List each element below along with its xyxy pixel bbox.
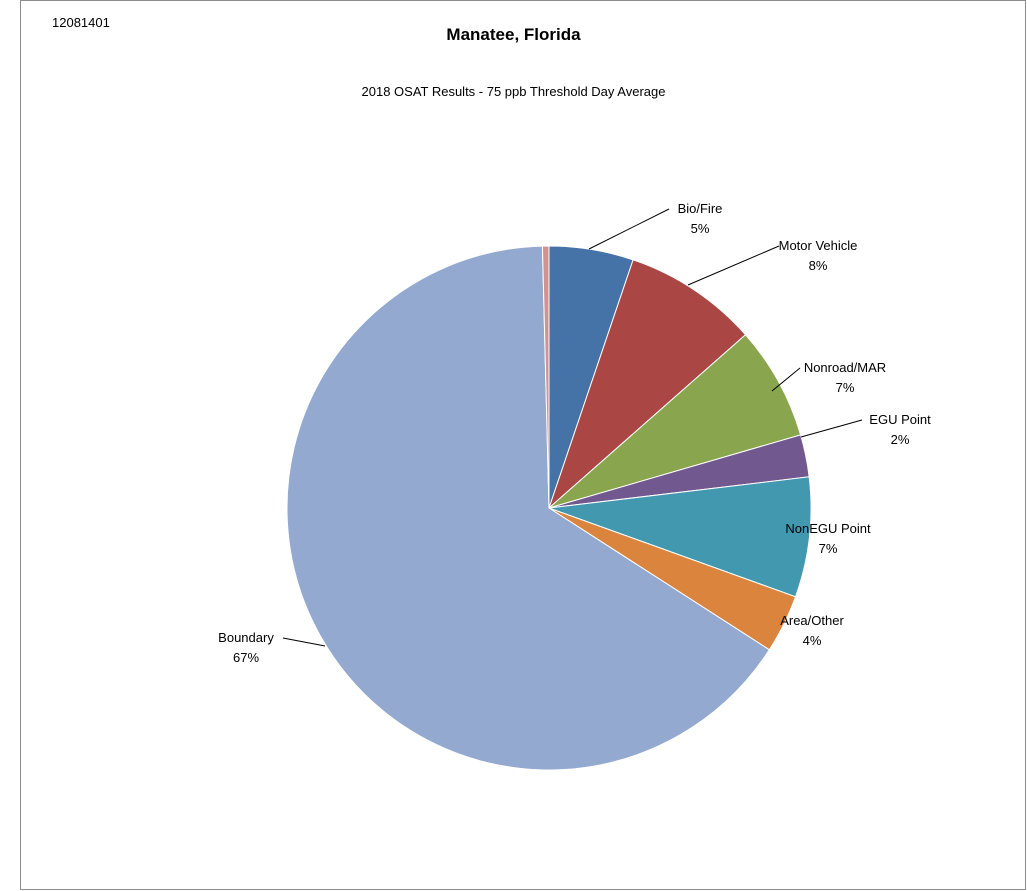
slice-name-label: NonEGU Point: [785, 521, 871, 536]
slice-percent-label: 7%: [836, 380, 855, 395]
slice-name-label: Motor Vehicle: [779, 238, 858, 253]
pie-slice-nonegu-point: [548, 476, 812, 598]
pie-slices: [286, 245, 812, 771]
slice-name-label: Boundary: [218, 630, 274, 645]
pie-slice-boundary: [286, 245, 771, 771]
slice-percent-label: 67%: [233, 650, 259, 665]
chart-title: Manatee, Florida: [446, 25, 581, 44]
slice-labels: Bio/Fire 5% Motor Vehicle 8% Nonroad/MAR 7% EG…: [218, 201, 931, 665]
slice-percent-label: 4%: [803, 633, 822, 648]
leader-line: [771, 367, 801, 392]
leader-line: [800, 419, 863, 438]
slice-name-label: EGU Point: [869, 412, 931, 427]
slice-percent-label: 8%: [809, 258, 828, 273]
slice-name-label: Bio/Fire: [678, 201, 723, 216]
slice-name-label: Area/Other: [780, 613, 844, 628]
site-id-label: 12081401: [52, 15, 110, 30]
chart-frame: [20, 0, 1026, 890]
pie-slice-nonroad-mar: [548, 334, 802, 509]
pie-slice-unlabeled: [541, 245, 550, 509]
chart-subtitle: 2018 OSAT Results - 75 ppb Threshold Day…: [361, 84, 666, 99]
pie-slice-motor-vehicle: [547, 259, 747, 510]
leader-line: [588, 208, 670, 250]
slice-percent-label: 2%: [891, 432, 910, 447]
leader-line: [687, 245, 780, 286]
slice-percent-label: 7%: [819, 541, 838, 556]
slice-name-label: Nonroad/MAR: [804, 360, 886, 375]
leader-lines: [282, 208, 863, 647]
slice-percent-label: 5%: [691, 221, 710, 236]
leader-line: [282, 637, 326, 647]
